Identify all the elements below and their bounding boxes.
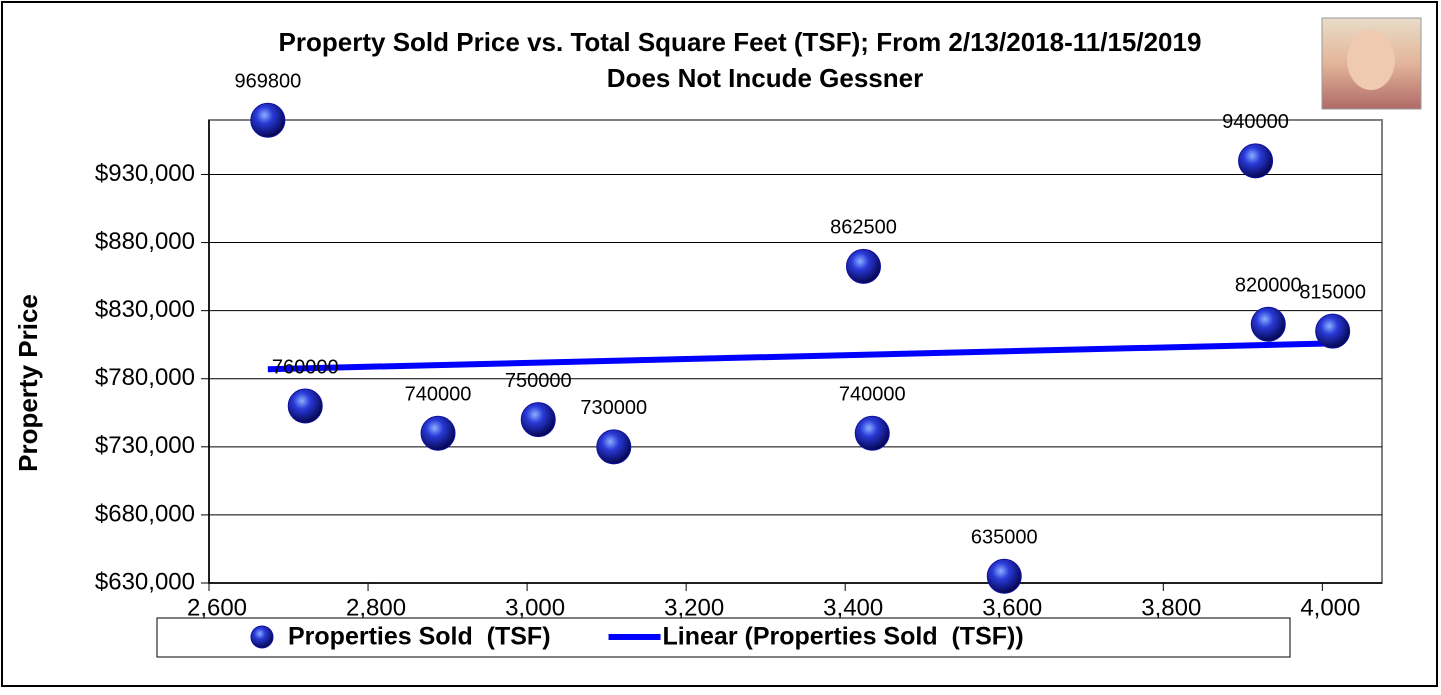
data-label: 815000 — [1299, 281, 1366, 303]
y-tick-label: $630,000 — [95, 568, 195, 595]
data-label: 820000 — [1235, 275, 1302, 297]
data-point — [251, 103, 285, 137]
x-tick-label: 2,600 — [187, 594, 247, 621]
data-point — [421, 416, 455, 450]
legend-label: Properties Sold (TSF) — [288, 623, 551, 651]
data-point — [597, 430, 631, 464]
x-tick-label: 3,000 — [505, 594, 565, 621]
chart: Property Sold Price vs. Total Square Fee… — [0, 0, 1441, 690]
legend-label: Linear (Properties Sold (TSF)) — [663, 623, 1024, 651]
plot-area — [209, 120, 1382, 583]
data-point — [846, 249, 880, 283]
y-axis-title: Property Price — [13, 294, 43, 472]
y-tick-label: $880,000 — [95, 228, 195, 255]
chart-title: Property Sold Price vs. Total Square Fee… — [279, 27, 1202, 57]
data-label: 740000 — [405, 383, 472, 405]
data-label: 760000 — [272, 356, 339, 378]
y-tick-label: $780,000 — [95, 364, 195, 391]
data-label: 750000 — [505, 370, 572, 392]
y-tick-label: $730,000 — [95, 432, 195, 459]
x-tick-label: 3,600 — [982, 594, 1042, 621]
chart-subtitle: Does Not Incude Gessner — [607, 63, 923, 93]
x-tick-label: 2,800 — [346, 594, 406, 621]
data-label: 635000 — [971, 526, 1038, 548]
portrait-face — [1347, 30, 1395, 90]
x-tick-label: 3,200 — [664, 594, 724, 621]
legend-marker — [251, 626, 273, 648]
data-point — [987, 559, 1021, 593]
data-point — [855, 416, 889, 450]
y-tick-label: $680,000 — [95, 500, 195, 527]
data-point — [521, 403, 555, 437]
data-label: 969800 — [234, 71, 301, 93]
x-tick-label: 3,800 — [1141, 594, 1201, 621]
data-label: 862500 — [830, 217, 897, 239]
data-label: 740000 — [839, 383, 906, 405]
x-tick-label: 4,000 — [1300, 594, 1360, 621]
data-point — [1316, 314, 1350, 348]
x-tick-label: 3,400 — [823, 594, 883, 621]
data-point — [288, 389, 322, 423]
data-label: 940000 — [1222, 111, 1289, 133]
data-point — [1239, 144, 1273, 178]
y-tick-label: $830,000 — [95, 296, 195, 323]
y-tick-label: $930,000 — [95, 160, 195, 187]
data-point — [1251, 307, 1285, 341]
data-label: 730000 — [580, 397, 647, 419]
